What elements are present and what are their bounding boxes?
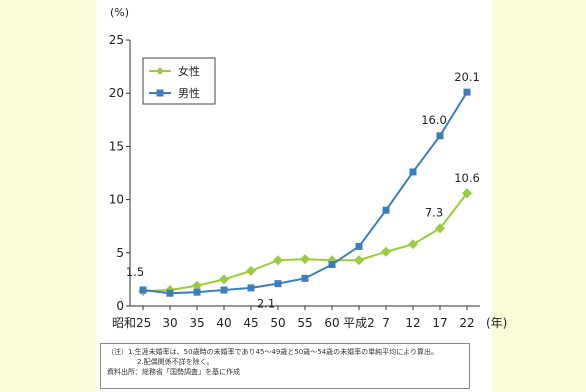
data-point [246, 265, 256, 276]
y-tick-label: 0 [116, 299, 124, 313]
footnote-line-2: 2.配偶関係不詳を除く。 [137, 358, 214, 366]
x-tick-label: 55 [297, 316, 312, 330]
data-point [462, 188, 472, 199]
data-label: 20.1 [454, 70, 480, 84]
data-point [219, 274, 229, 285]
legend-box [142, 57, 216, 105]
data-label: 2.1 [257, 297, 275, 311]
data-point [247, 284, 255, 292]
y-tick-label: 25 [109, 33, 124, 47]
data-point [273, 255, 283, 266]
data-point [300, 254, 310, 265]
x-tick-label: 7 [382, 316, 390, 330]
x-tick-label: 平成2 [343, 316, 375, 330]
data-point [381, 246, 391, 257]
x-tick-label: 40 [216, 316, 231, 330]
data-point [220, 286, 228, 294]
y-tick-label: 15 [109, 139, 124, 153]
chart-axes: (%) 0 5 10 15 20 25 昭和25 30 35 40 45 50 55 60 平成2 7 12 17 2… [109, 6, 508, 330]
data-point [328, 261, 336, 269]
x-tick-label: 35 [189, 316, 204, 330]
x-tick-label: 12 [405, 316, 420, 330]
data-point [274, 280, 282, 288]
data-point [435, 223, 445, 234]
legend-marker [156, 67, 164, 75]
data-point [409, 168, 417, 176]
x-tick-label: 30 [162, 316, 177, 330]
data-point [408, 239, 418, 250]
data-point [166, 289, 174, 297]
footnote-box: （注）1.生涯未婚率は、50歳時の未婚率であり45～49歳と50歳～54歳の未婚… [100, 343, 470, 389]
x-unit-label: (年) [486, 316, 507, 330]
x-tick-label: 昭和25 [112, 316, 151, 330]
footnote-source: 資料出所：総務省「国勢調査」を基に作成 [107, 368, 240, 376]
legend-label: 女性 [178, 64, 200, 78]
chart-series [138, 88, 472, 297]
x-tick-label: 17 [432, 316, 447, 330]
y-unit-label: (%) [110, 6, 129, 19]
data-label: 10.6 [454, 171, 480, 185]
x-tick-label: 22 [459, 316, 474, 330]
chart-data-labels: 1.5 2.1 7.3 10.6 16.0 20.1 [126, 70, 480, 311]
y-tick-label: 20 [109, 86, 124, 100]
x-tick-label: 45 [243, 316, 258, 330]
data-point [139, 286, 147, 294]
data-label: 1.5 [126, 265, 144, 279]
y-tick-label: 5 [116, 246, 124, 260]
legend-marker [156, 89, 164, 97]
data-point [192, 280, 202, 291]
y-tick-label: 10 [109, 193, 124, 207]
data-point [301, 274, 309, 282]
data-point [463, 88, 471, 96]
legend-label: 男性 [178, 86, 200, 100]
data-point [193, 288, 201, 296]
data-point [436, 132, 444, 140]
data-label: 16.0 [421, 113, 447, 127]
x-tick-label: 50 [270, 316, 285, 330]
data-point [354, 255, 364, 266]
data-point [355, 242, 363, 250]
data-point [382, 206, 390, 214]
data-label: 7.3 [425, 205, 443, 219]
footnote-line-1: （注）1.生涯未婚率は、50歳時の未婚率であり45～49歳と50歳～54歳の未婚… [107, 348, 439, 356]
x-tick-label: 60 [324, 316, 339, 330]
